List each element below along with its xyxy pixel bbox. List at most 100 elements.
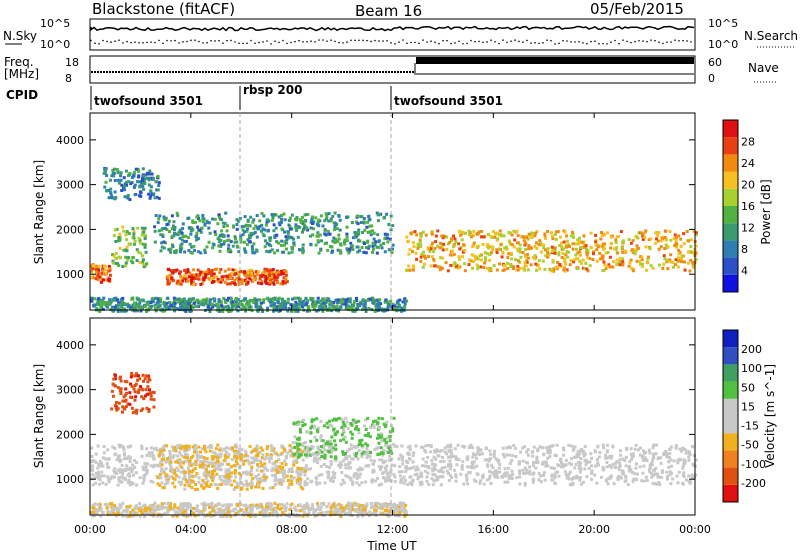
- range-cell: [255, 445, 259, 449]
- range-cell: [310, 418, 314, 422]
- range-cell: [169, 273, 173, 277]
- range-cell: [124, 405, 128, 409]
- range-cell: [120, 188, 124, 192]
- range-cell: [281, 465, 285, 469]
- range-cell: [168, 449, 172, 453]
- range-cell: [206, 479, 210, 483]
- range-cell: [550, 231, 554, 235]
- range-cell: [546, 464, 550, 468]
- range-cell: [171, 448, 175, 452]
- range-cell: [295, 470, 299, 474]
- range-cell: [488, 457, 492, 461]
- noise-search-dot: [506, 41, 508, 44]
- noise-search-dot: [522, 41, 524, 44]
- range-cell: [157, 181, 161, 185]
- range-cell: [96, 298, 100, 302]
- range-cell: [482, 235, 486, 239]
- range-cell: [191, 228, 195, 232]
- range-cell: [197, 480, 201, 484]
- range-cell: [614, 241, 618, 245]
- range-cell: [250, 486, 254, 490]
- range-cell: [675, 474, 679, 478]
- noise-search-dot: [598, 42, 600, 45]
- range-cell: [556, 261, 560, 265]
- range-cell: [321, 446, 325, 450]
- range-cell: [534, 262, 538, 266]
- range-cell: [136, 374, 140, 378]
- range-cell: [132, 387, 136, 391]
- range-cell: [255, 458, 259, 462]
- range-cell: [682, 458, 686, 462]
- range-cell: [488, 449, 492, 453]
- range-cell: [425, 475, 429, 479]
- range-cell: [553, 475, 557, 479]
- range-cell: [610, 454, 614, 458]
- noise-search-dot: [158, 39, 160, 42]
- noise-search-dot: [338, 41, 340, 44]
- range-cell: [244, 309, 248, 313]
- noise-search-dot: [550, 39, 552, 42]
- range-cell: [461, 460, 465, 464]
- range-cell: [278, 481, 282, 485]
- range-cell: [182, 299, 186, 303]
- range-cell: [305, 501, 309, 505]
- range-cell: [449, 455, 453, 459]
- range-cell: [131, 303, 135, 307]
- range-cell: [215, 275, 219, 279]
- range-cell: [155, 301, 159, 305]
- range-cell: [161, 486, 165, 490]
- range-cell: [549, 268, 553, 272]
- range-cell: [561, 247, 565, 251]
- range-cell: [536, 264, 540, 268]
- range-cell: [118, 238, 122, 242]
- range-cell: [164, 216, 168, 220]
- range-cell: [480, 229, 484, 233]
- range-cell: [150, 451, 154, 455]
- range-cell: [681, 466, 685, 470]
- range-cell: [110, 407, 114, 411]
- range-cell: [388, 237, 392, 241]
- range-cell: [601, 269, 605, 273]
- range-cell: [350, 447, 354, 451]
- range-cell: [431, 483, 435, 487]
- range-cell: [361, 511, 365, 515]
- range-cell: [663, 247, 667, 251]
- noise-search-dot: [370, 40, 372, 43]
- range-cell: [161, 234, 165, 238]
- range-cell: [633, 250, 637, 254]
- range-cell: [123, 309, 127, 313]
- range-cell: [571, 232, 575, 236]
- range-cell: [151, 390, 155, 394]
- range-cell: [493, 231, 497, 235]
- range-cell: [420, 445, 424, 449]
- range-cell: [433, 473, 437, 477]
- range-cell: [351, 304, 355, 308]
- range-cell: [319, 419, 323, 423]
- range-cell: [280, 451, 284, 455]
- range-cell: [140, 182, 144, 186]
- range-cell: [408, 268, 412, 272]
- range-cell: [576, 238, 580, 242]
- range-cell: [100, 474, 104, 478]
- range-cell: [305, 430, 309, 434]
- range-cell: [228, 250, 232, 254]
- range-cell: [370, 480, 374, 484]
- range-cell: [142, 473, 146, 477]
- range-cell: [128, 466, 132, 470]
- range-cell: [516, 241, 520, 245]
- range-cell: [175, 454, 179, 458]
- range-cell: [630, 457, 634, 461]
- range-cell: [218, 217, 222, 221]
- range-cell: [601, 468, 605, 472]
- range-cell: [113, 179, 117, 183]
- range-cell: [299, 485, 303, 489]
- range-cell: [211, 505, 215, 509]
- range-cell: [122, 457, 126, 461]
- range-cell: [243, 459, 247, 463]
- range-cell: [616, 477, 620, 481]
- range-cell: [114, 256, 118, 260]
- range-cell: [584, 261, 588, 265]
- range-cell: [115, 458, 119, 462]
- range-cell: [657, 480, 661, 484]
- range-cell: [159, 300, 163, 304]
